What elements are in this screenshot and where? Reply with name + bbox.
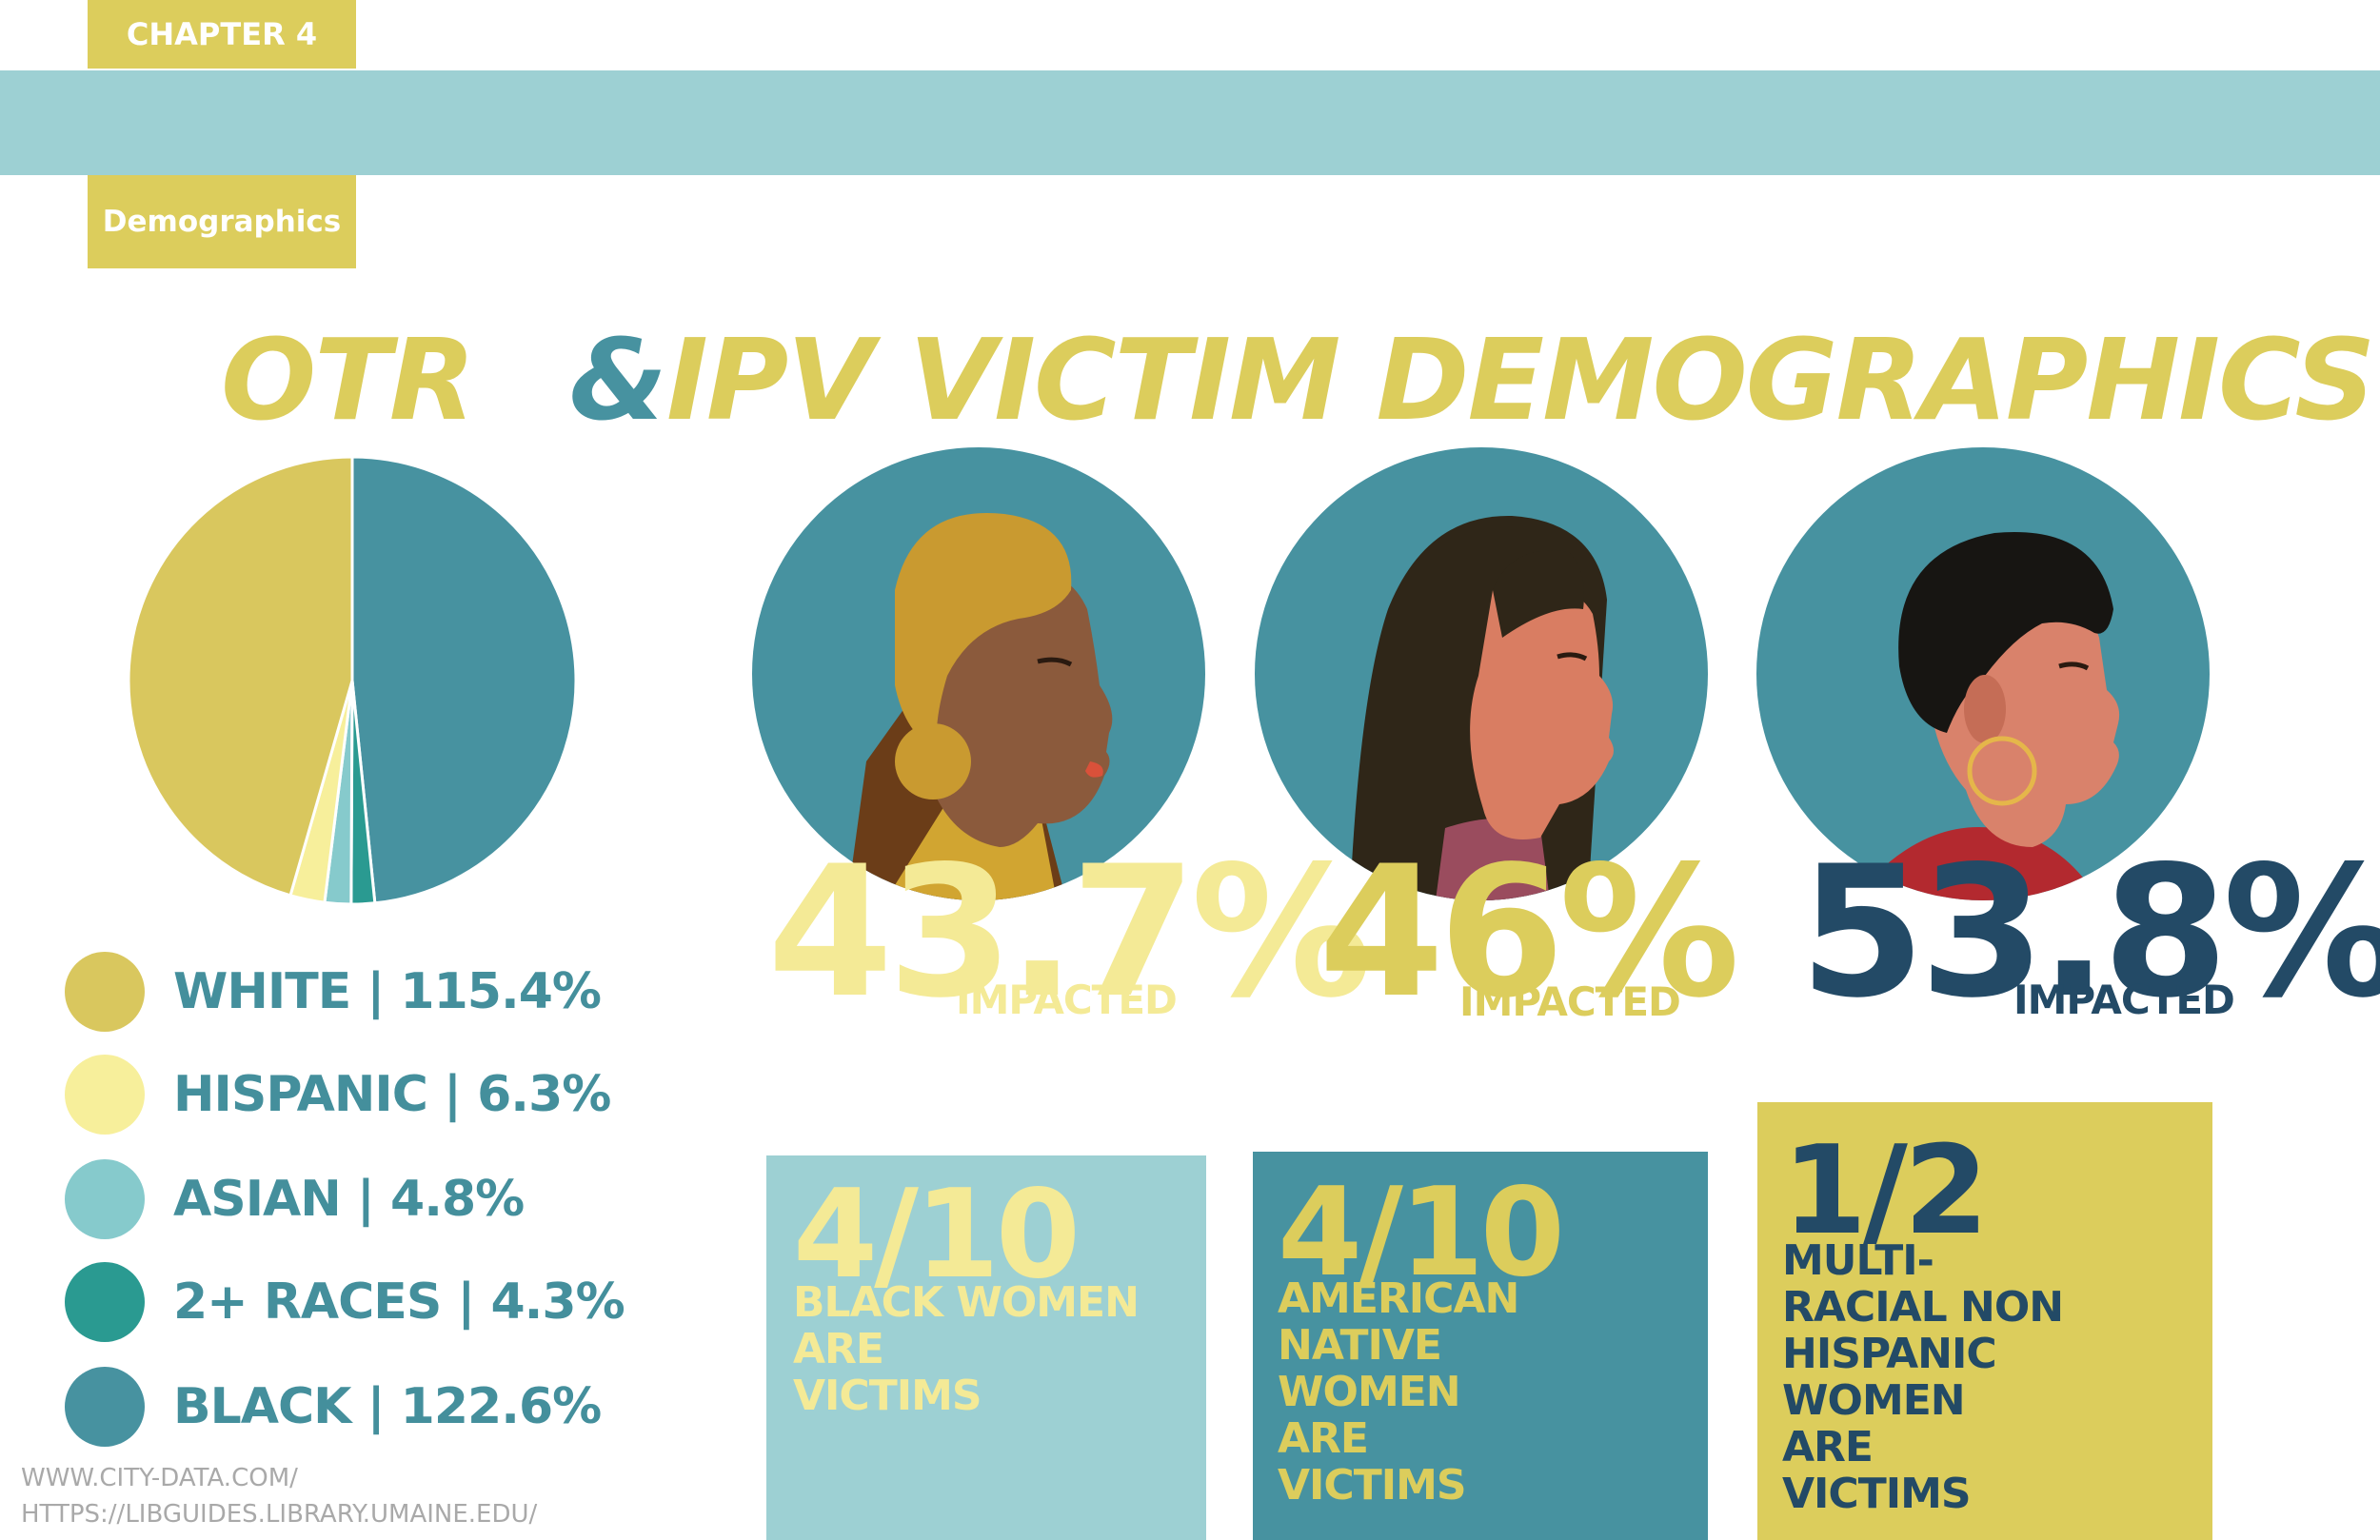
stat-value-black: 43.7% xyxy=(767,827,1372,1037)
stat-label-black: IMPACTED xyxy=(956,977,1178,1023)
legend-label-black: BLACK | 122.6% xyxy=(173,1378,602,1435)
box-line: HISPANIC xyxy=(1782,1330,1997,1378)
stat-label-american-native: IMPACTED xyxy=(1459,978,1681,1025)
box-line: AMERICAN xyxy=(1278,1274,1519,1323)
american-native-woman-portrait-icon xyxy=(1255,447,1708,900)
legend-label-two-plus-races: 2+ RACES | 4.3% xyxy=(173,1273,625,1331)
source-link-umaine[interactable]: HTTPS://LIBGUIDES.LIBRARY.UMAINE.EDU/ xyxy=(21,1500,538,1529)
box-line: BLACK WOMEN xyxy=(793,1278,1140,1327)
legend-swatch-white xyxy=(65,952,145,1032)
stat-box-multiracial-women: 1/2 MULTI- RACIAL NON HISPANIC WOMEN ARE… xyxy=(1757,1102,2212,1540)
pie-slice-black xyxy=(350,455,578,905)
box-text-american-native-women: AMERICAN NATIVE WOMEN ARE VICTIMS xyxy=(1278,1274,1519,1510)
box-line: NATIVE xyxy=(1278,1321,1442,1370)
black-woman-portrait-icon xyxy=(752,447,1205,900)
stat-box-american-native-women: 4/10 AMERICAN NATIVE WOMEN ARE VICTIMS xyxy=(1253,1152,1708,1540)
section-tag: Demographics xyxy=(88,175,356,268)
multiracial-woman-portrait-icon xyxy=(1756,447,2210,900)
page-title-amp: & xyxy=(569,314,667,445)
box-line: WOMEN xyxy=(1278,1368,1461,1416)
box-text-multiracial-women: MULTI- RACIAL NON HISPANIC WOMEN ARE VIC… xyxy=(1782,1236,2064,1518)
box-line: ARE xyxy=(1782,1423,1874,1471)
box-line: ARE xyxy=(1278,1414,1369,1463)
box-line: MULTI- xyxy=(1782,1236,1934,1285)
box-line: VICTIMS xyxy=(1278,1461,1467,1510)
pie-slice-white xyxy=(127,455,354,898)
demographics-pie-chart xyxy=(127,455,578,906)
stat-value-american-native: 46% xyxy=(1319,827,1740,1037)
legend-swatch-two-plus-races xyxy=(65,1262,145,1342)
legend-swatch-asian xyxy=(65,1159,145,1239)
box-text-black-women: BLACK WOMEN ARE VICTIMS xyxy=(793,1278,1140,1420)
box-line: ARE xyxy=(793,1325,884,1373)
source-link-city-data[interactable]: WWW.CITY-DATA.COM/ xyxy=(21,1464,298,1492)
box-fraction-black-women: 4/10 xyxy=(793,1164,1081,1306)
legend-label-hispanic: HISPANIC | 6.3% xyxy=(173,1066,611,1123)
legend-item-two-plus-races: 2+ RACES | 4.3% xyxy=(65,1262,625,1342)
legend-swatch-black xyxy=(65,1367,145,1447)
legend-item-black: BLACK | 122.6% xyxy=(65,1367,602,1447)
header-band xyxy=(0,70,2380,175)
box-line: VICTIMS xyxy=(793,1372,982,1420)
stat-value-multiracial: 53.8% xyxy=(1799,827,2380,1037)
legend-item-white: WHITE | 115.4% xyxy=(65,952,602,1032)
legend-label-asian: ASIAN | 4.8% xyxy=(173,1171,525,1228)
legend-swatch-hispanic xyxy=(65,1055,145,1135)
chapter-label: CHAPTER 4 xyxy=(126,16,318,52)
box-line: VICTIMS xyxy=(1782,1470,1972,1518)
chapter-tag: CHAPTER 4 xyxy=(88,0,356,69)
section-label: Demographics xyxy=(102,205,342,239)
legend-item-hispanic: HISPANIC | 6.3% xyxy=(65,1055,611,1135)
legend-label-white: WHITE | 115.4% xyxy=(173,963,602,1020)
stat-label-multiracial: IMPACTED xyxy=(2013,977,2235,1023)
page-title-otr: OTR xyxy=(221,314,476,445)
box-fraction-multiracial-women: 1/2 xyxy=(1782,1120,1989,1262)
box-line: WOMEN xyxy=(1782,1376,1966,1425)
stat-box-black-women: 4/10 BLACK WOMEN ARE VICTIMS xyxy=(766,1155,1206,1540)
box-fraction-american-native-women: 4/10 xyxy=(1278,1162,1565,1304)
page-title-main: IPV VICTIM DEMOGRAPHICS xyxy=(666,314,2375,445)
box-line: RACIAL NON xyxy=(1782,1283,2064,1332)
legend-item-asian: ASIAN | 4.8% xyxy=(65,1159,525,1239)
